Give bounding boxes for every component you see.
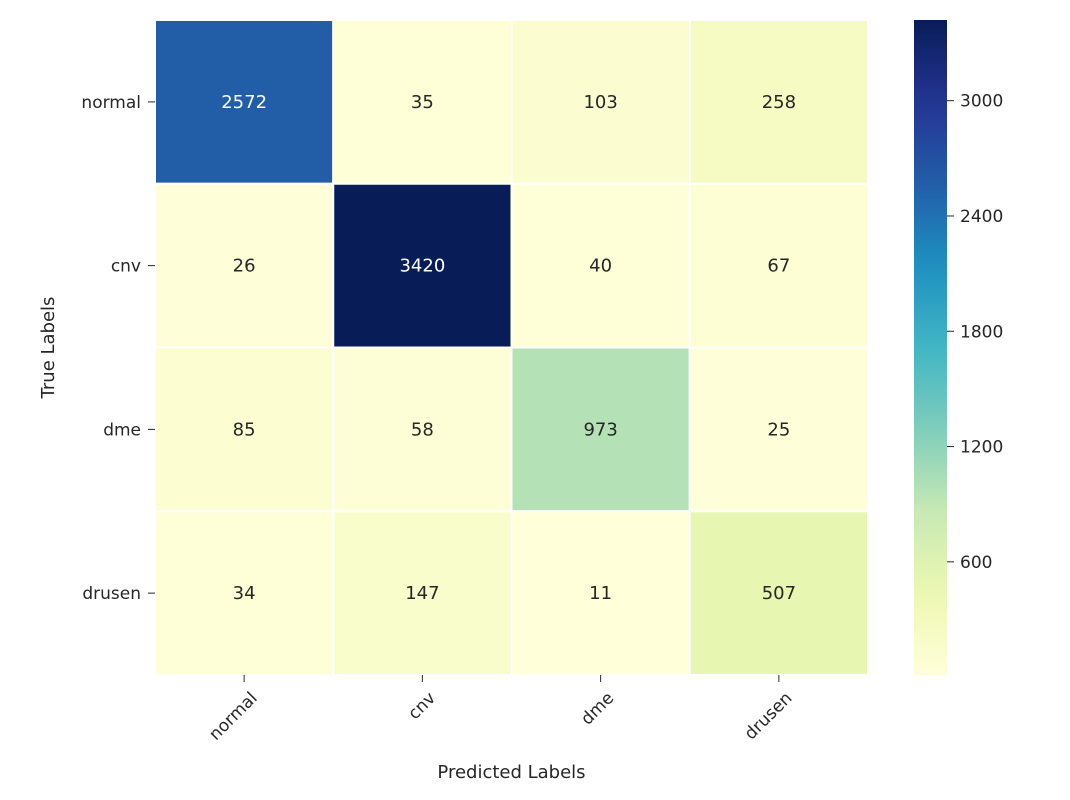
colorbar-tick-label: 1800 [960,322,1003,342]
x-tick-label: cnv [404,688,439,723]
x-tick-label: drusen [741,688,797,744]
y-axis-label: True Labels [38,297,59,400]
cell-value-label: 40 [589,256,612,277]
colorbar-ticks: 600 1200 1800 2400 3000 [947,92,1003,573]
cell-value-label: 507 [762,583,796,604]
heatmap-cell [688,346,869,513]
heatmap-cell [332,346,513,513]
heatmap-cell [332,510,513,676]
y-tick-label: cnv [111,257,141,277]
cell-value-label: 58 [411,419,434,440]
y-axis-ticks: normal cnv dme drusen [81,93,155,604]
colorbar [914,20,947,675]
cell-value-label: 2572 [221,92,267,113]
x-axis-ticks: normal cnv dme drusen [205,675,796,745]
cell-value-label: 147 [405,583,439,604]
cell-value-label: 258 [762,92,796,113]
cell-value-label: 35 [411,92,434,113]
y-tick-label: dme [103,420,141,440]
colorbar-tick-label: 1200 [960,438,1003,458]
cell-value-label: 85 [233,419,256,440]
cell-value-label: 973 [583,419,617,440]
heatmap-cell [688,19,869,185]
x-tick-label: normal [205,688,261,744]
x-axis-label: Predicted Labels [437,762,585,783]
cell-value-label: 11 [589,583,612,604]
cell-value-label: 103 [583,92,617,113]
cell-value-label: 67 [767,256,790,277]
heatmap-cell [688,510,869,676]
heatmap-cell [510,19,691,185]
cell-value-label: 3420 [399,256,445,277]
y-tick-label: drusen [82,584,141,604]
colorbar-tick-label: 600 [960,553,992,573]
y-tick-label: normal [81,93,141,113]
cell-value-label: 26 [233,256,256,277]
cell-value-label: 25 [767,419,790,440]
colorbar-tick-label: 3000 [960,92,1003,112]
cell-value-label: 34 [233,583,256,604]
heatmap-cells: 2572 35 103 258 26 3420 40 67 85 58 973 25 34 147 11 50… [154,19,869,676]
heatmap-cell [154,510,335,676]
x-tick-label: dme [577,688,618,729]
heatmap-cell [154,182,335,349]
heatmap-cell [688,182,869,349]
heatmap-cell [332,182,513,349]
heatmap-cell [154,19,335,185]
heatmap-cell [332,19,513,185]
colorbar-tick-label: 2400 [960,207,1003,227]
